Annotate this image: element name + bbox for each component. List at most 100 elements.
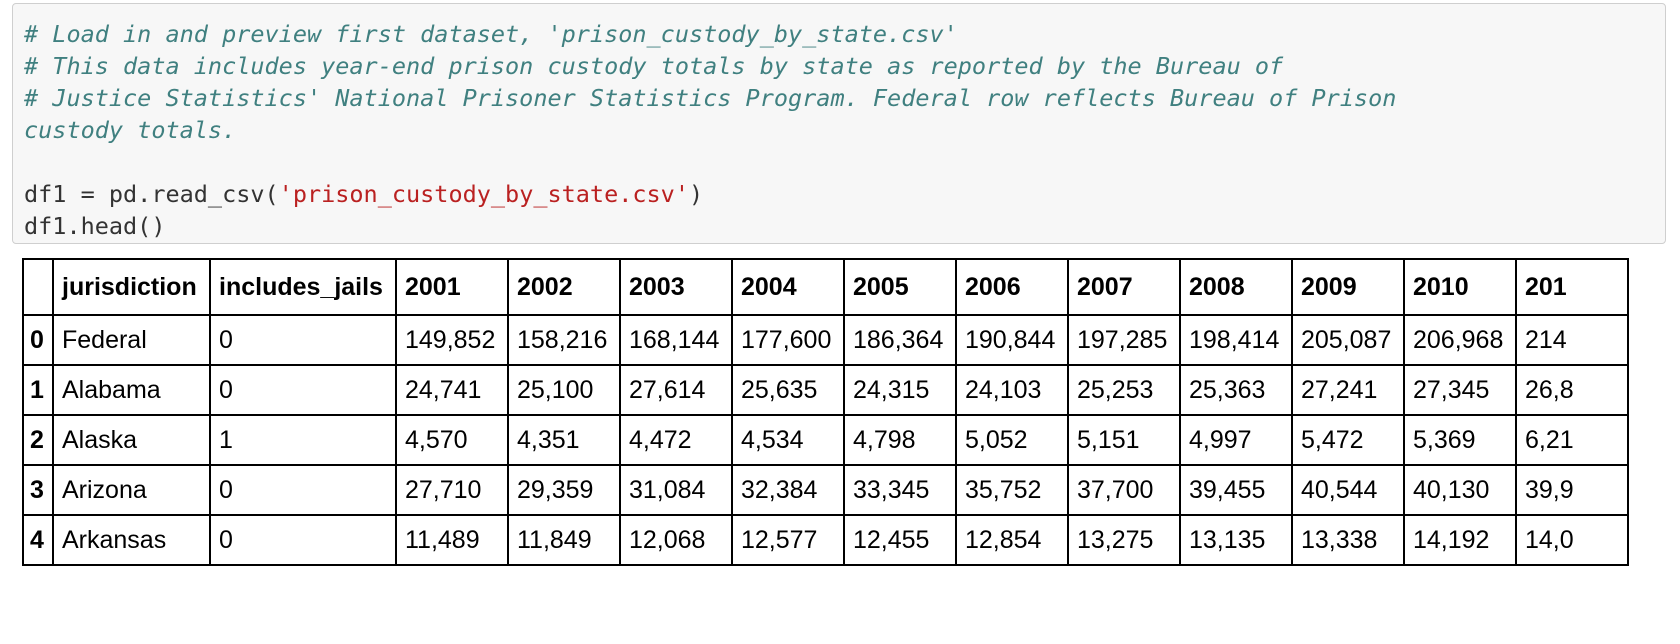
code-line: # This data includes year-end prison cus…	[24, 50, 1665, 82]
index-header	[22, 258, 54, 316]
column-header: 2003	[619, 258, 733, 316]
table-cell: 14,192	[1403, 514, 1517, 566]
table-cell: 24,103	[955, 364, 1069, 416]
column-header: 2002	[507, 258, 621, 316]
table-header-row: jurisdiction includes_jails 2001 2002 2003 20…	[22, 258, 1629, 316]
code-line: # Load in and preview first dataset, 'pr…	[24, 18, 1665, 50]
table-cell: 35,752	[955, 464, 1069, 516]
table-cell: Arizona	[52, 464, 211, 516]
code-line: df1.head()	[24, 210, 1665, 242]
table-cell: 158,216	[507, 314, 621, 366]
table-cell: 13,338	[1291, 514, 1405, 566]
column-header: 2009	[1291, 258, 1405, 316]
column-header: 2010	[1403, 258, 1517, 316]
column-header: 2007	[1067, 258, 1181, 316]
row-index: 1	[22, 364, 54, 416]
table-cell: 25,253	[1067, 364, 1181, 416]
code-string-literal: 'prison_custody_by_state.csv'	[278, 180, 689, 208]
code-cell-input[interactable]: # Load in and preview first dataset, 'pr…	[12, 3, 1666, 244]
table-cell: 25,635	[731, 364, 845, 416]
table-cell: 11,849	[507, 514, 621, 566]
table-cell: 4,534	[731, 414, 845, 466]
code-line: custody totals.	[24, 114, 1665, 146]
table-cell: 206,968	[1403, 314, 1517, 366]
table-cell: 0	[209, 464, 397, 516]
table-cell: 12,854	[955, 514, 1069, 566]
table-cell: 4,997	[1179, 414, 1293, 466]
table-cell: 26,8	[1515, 364, 1629, 416]
table-cell: 4,351	[507, 414, 621, 466]
table-cell: 29,359	[507, 464, 621, 516]
table-cell: 33,345	[843, 464, 957, 516]
row-index: 3	[22, 464, 54, 516]
code-text: )	[688, 180, 704, 208]
table-cell: 6,21	[1515, 414, 1629, 466]
table-cell: Federal	[52, 314, 211, 366]
table-cell: 14,0	[1515, 514, 1629, 566]
table-cell: 39,9	[1515, 464, 1629, 516]
code-comment: # Justice Statistics' National Prisoner …	[24, 84, 1397, 112]
row-index: 4	[22, 514, 54, 566]
table-cell: 27,614	[619, 364, 733, 416]
table-cell: 4,472	[619, 414, 733, 466]
table-cell: 177,600	[731, 314, 845, 366]
code-comment: # This data includes year-end prison cus…	[24, 52, 1284, 80]
table-cell: 168,144	[619, 314, 733, 366]
table-cell: 190,844	[955, 314, 1069, 366]
table-cell: 5,472	[1291, 414, 1405, 466]
table-cell: 0	[209, 364, 397, 416]
column-header: 2005	[843, 258, 957, 316]
code-text: df1.head()	[24, 212, 166, 240]
table-cell: 13,135	[1179, 514, 1293, 566]
table-cell: 4,570	[395, 414, 509, 466]
table-cell: 197,285	[1067, 314, 1181, 366]
row-index: 0	[22, 314, 54, 366]
table-cell: 12,577	[731, 514, 845, 566]
table-cell: 24,741	[395, 364, 509, 416]
dataframe-table: jurisdiction includes_jails 2001 2002 2003 20…	[22, 258, 1629, 566]
table-row: 2 Alaska 1 4,570 4,351 4,472 4,534 4,798 5,052 5,…	[22, 414, 1629, 466]
table-cell: 214	[1515, 314, 1629, 366]
table-cell: 12,455	[843, 514, 957, 566]
column-header: 2008	[1179, 258, 1293, 316]
table-cell: Arkansas	[52, 514, 211, 566]
row-index: 2	[22, 414, 54, 466]
code-comment: custody totals.	[24, 116, 237, 144]
table-cell: 5,369	[1403, 414, 1517, 466]
table-cell: 37,700	[1067, 464, 1181, 516]
table-cell: 149,852	[395, 314, 509, 366]
table-cell: 205,087	[1291, 314, 1405, 366]
table-cell: 198,414	[1179, 314, 1293, 366]
table-row: 0 Federal 0 149,852 158,216 168,144 177,600 186…	[22, 314, 1629, 366]
column-header: jurisdiction	[52, 258, 211, 316]
table-cell: 40,130	[1403, 464, 1517, 516]
table-cell: 0	[209, 514, 397, 566]
table-cell: 31,084	[619, 464, 733, 516]
table-row: 4 Arkansas 0 11,489 11,849 12,068 12,577 12,455…	[22, 514, 1629, 566]
column-header: 2004	[731, 258, 845, 316]
table-cell: 4,798	[843, 414, 957, 466]
table-row: 1 Alabama 0 24,741 25,100 27,614 25,635 24,315 2…	[22, 364, 1629, 416]
table-cell: 32,384	[731, 464, 845, 516]
code-text: df1 = pd.read_csv(	[24, 180, 279, 208]
output-area: jurisdiction includes_jails 2001 2002 2003 20…	[22, 258, 1680, 644]
code-line: df1 = pd.read_csv('prison_custody_by_sta…	[24, 178, 1665, 210]
column-header: includes_jails	[209, 258, 397, 316]
table-cell: 25,100	[507, 364, 621, 416]
table-cell: 27,241	[1291, 364, 1405, 416]
column-header: 2006	[955, 258, 1069, 316]
table-cell: 24,315	[843, 364, 957, 416]
table-cell: 39,455	[1179, 464, 1293, 516]
column-header: 201	[1515, 258, 1629, 316]
table-cell: 13,275	[1067, 514, 1181, 566]
code-line	[24, 146, 1665, 178]
table-cell: Alabama	[52, 364, 211, 416]
code-line: # Justice Statistics' National Prisoner …	[24, 82, 1665, 114]
column-header: 2001	[395, 258, 509, 316]
code-comment: # Load in and preview first dataset, 'pr…	[24, 20, 958, 48]
table-cell: 40,544	[1291, 464, 1405, 516]
table-cell: Alaska	[52, 414, 211, 466]
table-cell: 11,489	[395, 514, 509, 566]
table-cell: 12,068	[619, 514, 733, 566]
table-cell: 0	[209, 314, 397, 366]
